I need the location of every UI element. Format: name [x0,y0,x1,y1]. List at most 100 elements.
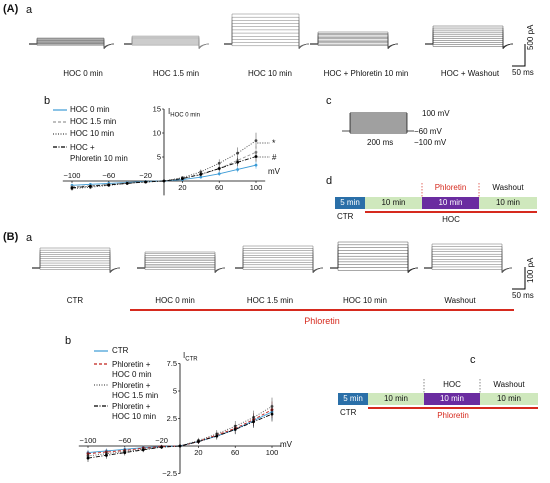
phloretin-bar-b [130,309,514,311]
timeline-b-seg2 [368,393,424,405]
ivB-point [252,420,256,424]
trace-b4-sweep [337,267,419,272]
scale-x-label-b: 50 ms [512,291,534,300]
timeline-a-hoc-label: HOC [442,215,460,224]
ivA-y-tick-label: 10 [153,129,161,138]
trace-b2 [137,251,226,274]
trace-b3-sweep [242,264,324,272]
timeline-b-ctr-box-label: 5 min [343,394,363,403]
timeline-a-drug-label: Phloretin [434,183,467,192]
trace-b4-sweep [337,267,419,272]
timeline-b-washout-label: Washout [493,380,525,389]
ivA-series-line [71,140,257,190]
timeline-a-ctr-box-label: 5 min [340,198,360,207]
trace-b3-sweep [242,248,324,274]
ivA-point [217,161,221,165]
ivB-point [215,434,219,438]
trace-a4-sweep [317,35,399,50]
iv-b-ylabel: ICTR [183,351,198,363]
ivB-x-tick-label: 60 [231,448,239,457]
trace-b2-sweep [144,265,226,272]
ivA-point [70,186,74,190]
timeline-b-phloretin-label: Phloretin [437,411,469,420]
iv-b-xlabel: mV [280,440,292,449]
scale-bars [512,44,526,290]
legend-a-item-3: HOC 10 min [70,129,115,138]
trace-label-b3: HOC 1.5 min [246,296,294,305]
trace-label-b5: Washout [444,296,476,305]
trace-b4-sweep [337,261,419,273]
trace-a4 [310,31,399,50]
protocol-mid-label: −60 mV [414,127,442,136]
ivA-y-tick-label: 5 [157,153,161,162]
trace-b2-sweep [144,257,226,274]
panel-b-sub-c: c [470,354,476,366]
trace-a4-sweep [317,42,399,48]
ivB-x-tick-label: −100 [80,436,97,445]
ivA-point [236,151,240,155]
timeline-b-seg3-label: 10 min [439,394,464,403]
trace-a5-sweep [432,29,514,50]
trace-a4-sweep [317,43,399,48]
ivA-x-tick-label: −60 [102,171,115,180]
trace-b3-sweep [242,267,324,272]
trace-b4-sweep [337,241,419,274]
timeline-b-seg4-label: 10 min [496,394,521,403]
timeline-a-seg2-label: 10 min [381,198,406,207]
ivB-point [123,451,127,454]
voltage-protocol [342,112,414,134]
trace-a3-sweep [231,43,310,48]
legend-b-item-4: Phloretin + HOC 10 min [112,402,157,421]
trace-a5 [425,25,514,50]
ivA-point [107,183,111,187]
trace-b2-sweep [144,253,226,274]
ivA-x-tick-label: 20 [178,183,186,192]
ivA-point [144,180,148,184]
ivB-point [178,444,182,448]
panel-a-sub-a: a [26,4,33,16]
timeline-a-ctr-label: CTR [337,212,354,221]
phloretin-bar-b-label: Phloretin [304,316,340,326]
ivA-x-tick-label: 100 [250,183,263,192]
trace-a3-sweep [231,39,310,48]
ivB-point [233,428,237,431]
trace-a4-sweep [317,33,399,50]
timeline-a-seg4 [479,197,537,209]
trace-b2-sweep [144,267,226,272]
ivB-point [86,456,90,460]
trace-b2-sweep [144,262,226,273]
trace-a2-sweep [131,39,210,49]
protocol-duration-label: 200 ms [367,138,394,147]
iv-a-hash: # [272,153,277,162]
trace-b5-sweep [431,266,513,272]
ivB-point [270,405,274,408]
trace-a4-sweep [317,31,399,50]
ivB-y-tick-label: 7.5 [167,359,177,368]
timeline-a-seg3 [422,197,479,209]
trace-b4-sweep [337,255,419,273]
trace-b5-sweep [431,248,513,274]
ivA-x-tick-label: 60 [215,183,223,192]
ivA-point [89,184,92,188]
trace-a5-sweep [432,25,514,50]
trace-b3 [235,245,324,274]
ivA-point [199,175,203,179]
trace-b5-sweep [431,264,513,272]
panel-a-sub-b: b [44,95,51,107]
iv-a-xlabel: mV [268,167,280,176]
trace-b3-sweep [242,266,324,272]
trace-label-b4: HOC 10 min [342,296,387,305]
trace-a2-sweep [131,43,210,48]
trace-label-a1: HOC 0 min [63,69,103,78]
trace-label-b2: HOC 0 min [155,296,195,305]
trace-a5-sweep [432,43,514,48]
timeline-b-seg4 [480,393,538,405]
trace-a1 [29,37,115,50]
ivB-x-tick-label: −20 [155,436,168,445]
timeline-a-seg4-label: 10 min [495,198,520,207]
panel-a-sub-c: c [326,95,332,107]
timeline-b-drug-label: HOC [443,380,461,389]
panel-b-label: (B) [3,231,19,243]
trace-a2 [124,35,210,50]
